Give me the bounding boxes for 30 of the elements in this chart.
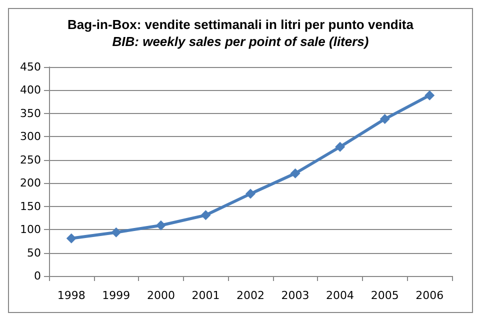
x-tick-label: 2004 xyxy=(326,289,354,302)
y-tick-label: 300 xyxy=(20,130,41,144)
x-tick-label: 2002 xyxy=(236,289,264,302)
point xyxy=(335,142,346,152)
x-tick-label: 1998 xyxy=(57,289,86,302)
y-tick-label: 50 xyxy=(27,246,41,260)
y-tick-label: 200 xyxy=(20,176,41,190)
point xyxy=(66,233,76,244)
y-tick-label: 100 xyxy=(20,223,41,236)
x-tick-label: 2001 xyxy=(192,289,220,302)
x-tick-label: 1999 xyxy=(102,289,130,302)
point xyxy=(246,188,256,199)
chart-subtitle: BIB: weekly sales per point of sale (liters) xyxy=(112,34,369,49)
x-tick-label: 2003 xyxy=(281,289,310,302)
y-tick-label: 250 xyxy=(20,153,41,166)
x-tick-label: 2006 xyxy=(416,289,444,302)
point xyxy=(200,210,211,220)
point xyxy=(290,168,300,178)
point xyxy=(424,90,435,100)
y-tick-label: 150 xyxy=(20,200,41,213)
y-tick-label: 450 xyxy=(20,60,41,74)
x-tick-label: 2005 xyxy=(370,289,399,302)
point xyxy=(380,114,390,124)
y-tick-label: 0 xyxy=(34,270,41,282)
y-tick-label: 350 xyxy=(20,106,41,120)
y-tick-label: 400 xyxy=(20,84,41,97)
x-tick-label: 2000 xyxy=(146,289,175,302)
point xyxy=(156,220,166,230)
point xyxy=(111,227,122,238)
chart-title: Bag-in-Box: vendite settimanali in litri per punto vendita xyxy=(68,17,414,32)
